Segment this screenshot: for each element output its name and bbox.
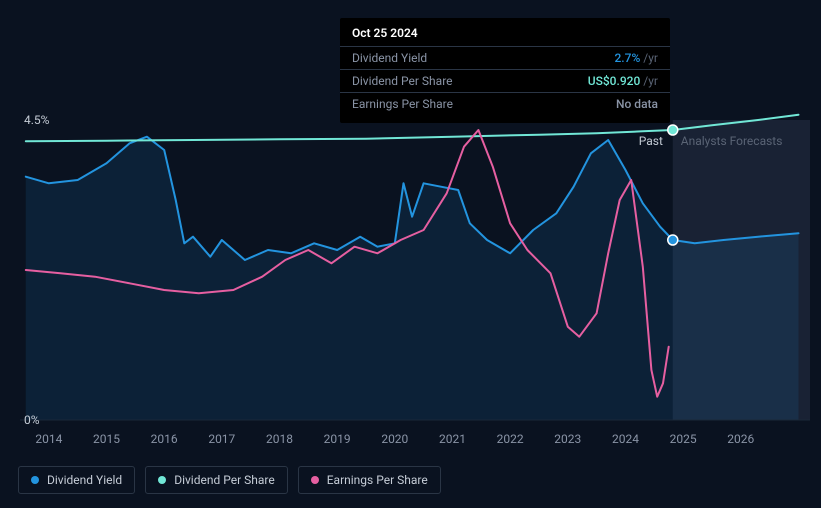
tooltip-date: Oct 25 2024 [340,26,670,47]
x-axis-tick: 2021 [439,432,466,446]
tooltip-row-label: Earnings Per Share [352,97,453,111]
chart-area: 4.5% 0% 2014 2015 2016 2017 2018 2019 2020 2021 2… [0,100,821,460]
x-axis-tick: 2015 [93,432,120,446]
tooltip-rows: Dividend Yield 2.7%/yr Dividend Per Share U… [340,47,670,115]
legend-dot [158,476,166,484]
x-axis-tick: 2019 [324,432,351,446]
y-axis-tick: 0% [24,413,40,427]
legend-item[interactable]: Earnings Per Share [298,466,441,494]
forecast-label: Analysts Forecasts [681,134,783,148]
legend-item[interactable]: Dividend Yield [18,466,135,494]
legend-label: Dividend Yield [47,473,122,487]
chart-legend: Dividend Yield Dividend Per Share Earnings… [18,466,441,494]
tooltip-row-value: US$0.920/yr [588,74,658,88]
past-label: Past [639,134,663,148]
legend-dot [311,476,319,484]
x-axis-tick: 2026 [727,432,754,446]
x-axis-tick: 2025 [670,432,697,446]
chart-tooltip: Oct 25 2024 Dividend Yield2.7%/yrDividen… [340,18,670,123]
tooltip-row-label: Dividend Per Share [352,74,453,88]
x-axis-tick: 2020 [381,432,408,446]
chart-svg [0,100,821,460]
legend-label: Earnings Per Share [327,473,428,487]
legend-dot [31,476,39,484]
tooltip-row: Dividend Yield 2.7%/yr [340,47,670,70]
tooltip-row-value: No data [616,97,658,111]
legend-label: Dividend Per Share [174,473,275,487]
x-axis-tick: 2024 [612,432,639,446]
tooltip-row-value: 2.7%/yr [614,51,658,65]
x-axis-tick: 2014 [35,432,62,446]
legend-item[interactable]: Dividend Per Share [145,466,288,494]
tooltip-row: Earnings Per Share No data [340,93,670,115]
tooltip-row-label: Dividend Yield [352,51,427,65]
chart-container: Oct 25 2024 Dividend Yield2.7%/yrDividen… [0,0,821,508]
x-axis-tick: 2022 [497,432,524,446]
y-axis-tick: 4.5% [24,113,49,127]
tooltip-row: Dividend Per Share US$0.920/yr [340,70,670,93]
x-axis-tick: 2017 [208,432,235,446]
x-axis-tick: 2018 [266,432,293,446]
x-axis-tick: 2016 [151,432,178,446]
x-axis-tick: 2023 [554,432,581,446]
